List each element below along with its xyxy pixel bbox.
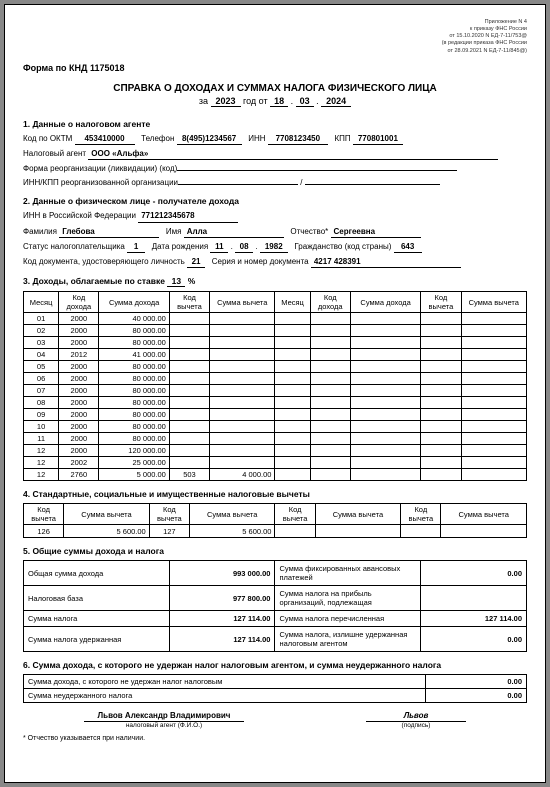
income-row: 11200080 000.00 — [24, 433, 527, 445]
form-code: Форма по КНД 1175018 — [23, 63, 527, 73]
section6-header: 6. Сумма дохода, с которого не удержан н… — [23, 660, 527, 670]
reorg-inn: ИНН/КПП реорганизованной организации / — [23, 177, 527, 188]
section1-header: 1. Данные о налоговом агенте — [23, 119, 527, 129]
income-row: 03200080 000.00 — [24, 337, 527, 349]
income-row: 122000120 000.00 — [24, 445, 527, 457]
signature: Львов — [366, 711, 466, 722]
totals-table: Общая сумма дохода993 000.00Сумма фиксир… — [23, 560, 527, 652]
income-row: 06200080 000.00 — [24, 373, 527, 385]
unheld-table: Сумма дохода, с которого не удержан нало… — [23, 674, 527, 703]
appendix-note: Приложение N 4 к приказу ФНС России от 1… — [23, 19, 527, 55]
reorg: Форма реорганизации (ликвидации) (код) — [23, 163, 527, 174]
document-page: Приложение N 4 к приказу ФНС России от 1… — [4, 4, 546, 783]
income-row: 05200080 000.00 — [24, 361, 527, 373]
income-row: 04201241 000.00 — [24, 349, 527, 361]
income-row: 12200225 000.00 — [24, 457, 527, 469]
income-row: 07200080 000.00 — [24, 385, 527, 397]
doc-title: СПРАВКА О ДОХОДАХ И СУММАХ НАЛОГА ФИЗИЧЕ… — [23, 83, 527, 94]
doc-subtitle: за 2023 год от 18 . 03 . 2024 — [23, 96, 527, 107]
income-row: 10200080 000.00 — [24, 421, 527, 433]
person-inn: ИНН в Российской Федерации 771212345678 — [23, 210, 527, 222]
income-row: 02200080 000.00 — [24, 325, 527, 337]
section3-header: 3. Доходы, облагаемые по ставке 13 % — [23, 276, 527, 287]
agent-signature-name: Львов Александр Владимирович — [84, 711, 244, 722]
section5-header: 5. Общие суммы дохода и налога — [23, 546, 527, 556]
income-row: 01200040 000.00 — [24, 313, 527, 325]
deduction-table: Код вычетаСумма вычета Код вычетаСумма в… — [23, 503, 527, 538]
agent-codes: Код по ОКТМ 453410000 Телефон 8(495)1234… — [23, 133, 527, 145]
income-row: 09200080 000.00 — [24, 409, 527, 421]
footnote: * Отчество указывается при наличии. — [23, 735, 527, 742]
section4-header: 4. Стандартные, социальные и имущественн… — [23, 489, 527, 499]
section2-header: 2. Данные о физическом лице - получателе… — [23, 196, 527, 206]
income-row: 1227605 000.005034 000.00 — [24, 469, 527, 481]
signature-row: Львов Александр Владимирович налоговый а… — [23, 711, 527, 729]
income-table: МесяцКод доходаСумма доходаКод вычетаСум… — [23, 291, 527, 481]
person-status: Статус налогоплательщика 1 Дата рождения… — [23, 241, 527, 253]
person-name: Фамилия Глебова Имя Алла Отчество* Серге… — [23, 226, 527, 238]
person-doc: Код документа, удостоверяющего личность … — [23, 256, 527, 268]
agent-name: Налоговый агент ООО «Альфа» — [23, 148, 527, 160]
income-row: 08200080 000.00 — [24, 397, 527, 409]
income-header-row: МесяцКод доходаСумма доходаКод вычетаСум… — [24, 292, 527, 313]
